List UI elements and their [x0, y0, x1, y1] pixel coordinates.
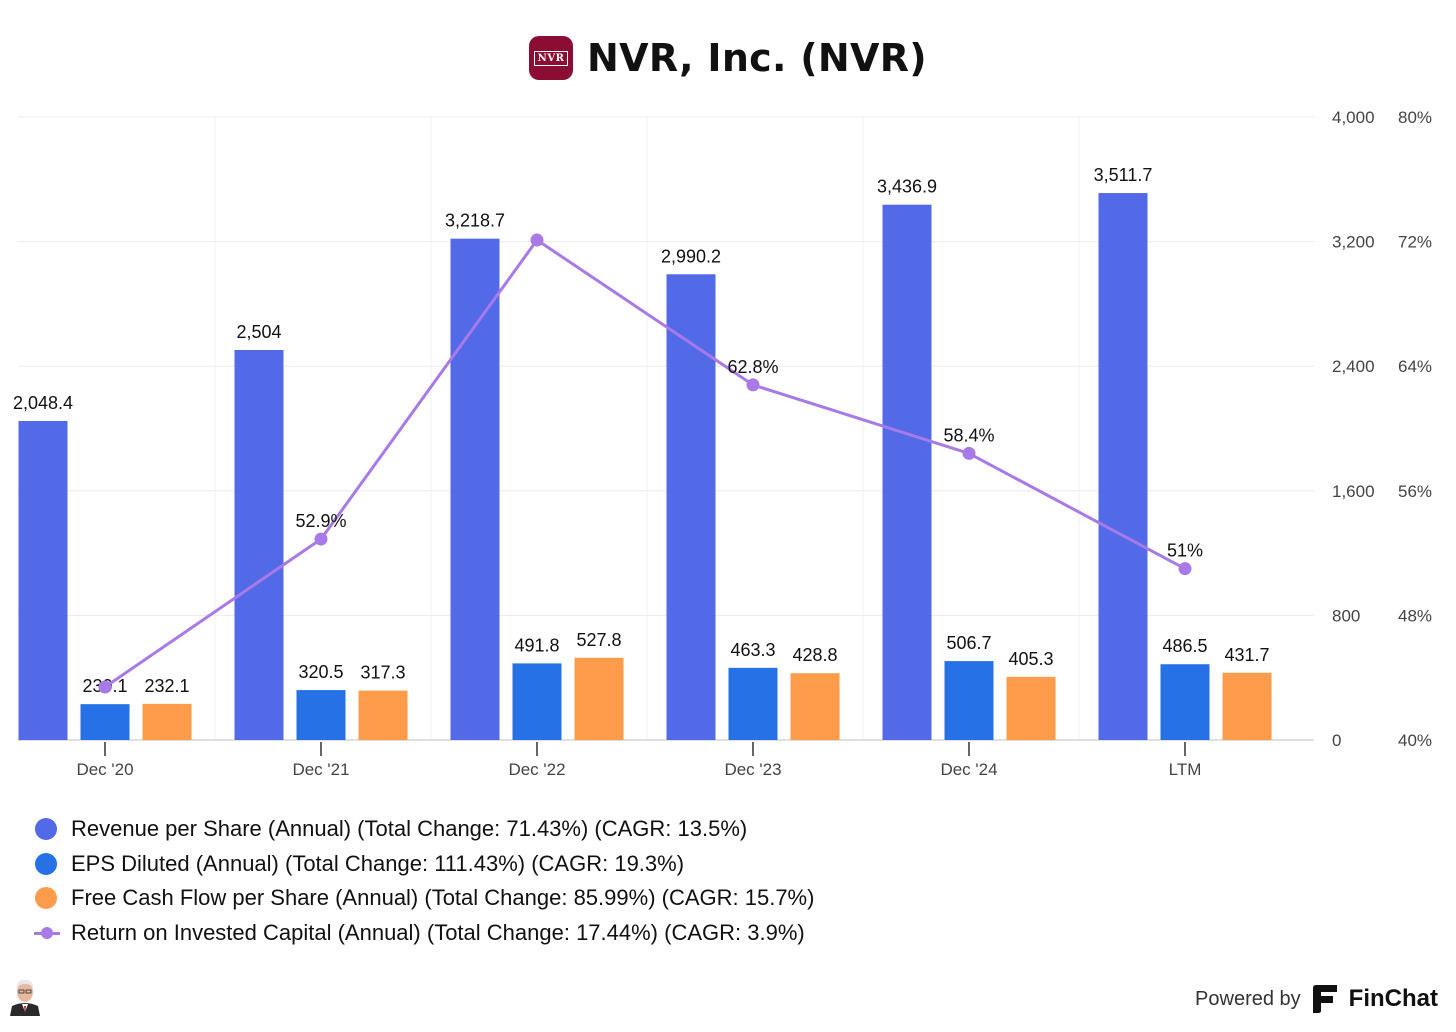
bar-revenue [18, 420, 68, 740]
legend-text-eps: EPS Diluted (Annual) (Total Change: 111.… [71, 850, 685, 876]
bar-value-label: 2,990.2 [661, 246, 721, 266]
x-axis-tick-label: Dec '22 [508, 760, 565, 779]
y-axis-left-tick-label: 3,200 [1332, 233, 1375, 252]
bar-value-label: 506.7 [946, 633, 991, 653]
x-axis-tick-label: LTM [1169, 760, 1202, 779]
y-axis-left-tick-label: 2,400 [1332, 357, 1375, 376]
bar-revenue [234, 350, 284, 740]
bar-eps [944, 661, 994, 740]
bar-value-label: 463.3 [730, 640, 775, 660]
y-axis-right-tick-label: 48% [1398, 606, 1432, 625]
logo-text: NVR [533, 50, 569, 66]
legend-text-roic: Return on Invested Capital (Annual) (Tot… [71, 919, 805, 945]
x-axis-tick-label: Dec '20 [76, 760, 133, 779]
nvr-logo-icon: NVR [529, 36, 574, 80]
bar-fcf [358, 690, 408, 740]
chart-legend: Revenue per Share (Annual) (Total Change… [34, 812, 814, 950]
powered-by-text: Powered by [1195, 987, 1301, 1010]
legend-text-revenue: Revenue per Share (Annual) (Total Change… [71, 816, 748, 842]
roic-point [98, 680, 112, 694]
finchat-logo-icon [1312, 985, 1337, 1013]
bar-value-label: 3,511.7 [1094, 165, 1153, 185]
bar-value-label: 527.8 [576, 630, 621, 650]
bar-value-label: 405.3 [1008, 649, 1053, 669]
bar-value-label: 428.8 [792, 645, 837, 665]
bar-revenue [882, 204, 932, 740]
roic-point [314, 532, 328, 546]
bar-value-label: 2,048.4 [13, 393, 73, 413]
bar-value-label: 232.1 [144, 676, 189, 696]
chart-svg: 0 800 1,600 2,400 3,200 4,000 40% 48% 56% 64% 72% 8… [13, 108, 1432, 779]
bar-eps [1160, 664, 1210, 740]
legend-item-eps[interactable]: EPS Diluted (Annual) (Total Change: 111.… [34, 847, 814, 882]
roic-point [530, 233, 544, 247]
bar-revenue [1098, 193, 1148, 740]
roic-value-label: 58.4% [943, 425, 994, 445]
bar-revenue [450, 238, 500, 740]
bar-eps [512, 663, 562, 740]
finchat-brand[interactable]: FinChat [1348, 985, 1438, 1012]
bar-value-label: 2,504 [236, 322, 281, 342]
x-axis-tick-label: Dec '21 [292, 760, 349, 779]
y-axis-right-tick-label: 56% [1398, 482, 1432, 501]
y-axis-right-tick-label: 40% [1398, 731, 1432, 750]
roic-value-label: 52.9% [295, 511, 346, 531]
x-axis-tick-label: Dec '24 [940, 760, 997, 779]
chart-header: NVR NVR, Inc. (NVR) [0, 28, 1456, 88]
roic-point [1178, 562, 1192, 576]
footer: Powered by FinChat [1195, 984, 1438, 1014]
bar-eps [728, 667, 778, 740]
bar-value-label: 320.5 [298, 662, 343, 682]
bar-fcf [574, 657, 624, 740]
roic-value-label: 62.8% [727, 357, 778, 377]
bar-eps [80, 704, 130, 740]
legend-dot-eps [35, 852, 57, 875]
y-axis-left-tick-label: 1,600 [1332, 482, 1375, 501]
legend-item-fcf[interactable]: Free Cash Flow per Share (Annual) (Total… [34, 881, 814, 916]
y-axis-right-tick-label: 72% [1398, 233, 1432, 252]
legend-text-fcf: Free Cash Flow per Share (Annual) (Total… [71, 885, 815, 911]
legend-dot-fcf [35, 887, 57, 910]
legend-line-roic [34, 922, 60, 944]
bar-fcf [1006, 676, 1056, 740]
y-axis-right-tick-label: 80% [1398, 108, 1432, 127]
bar-value-label: 3,218.7 [445, 211, 505, 231]
avatar-icon [8, 974, 42, 1016]
legend-item-roic[interactable]: Return on Invested Capital (Annual) (Tot… [34, 916, 814, 951]
y-axis-left-tick-label: 0 [1332, 731, 1341, 750]
bar-value-label: 317.3 [360, 663, 405, 683]
bar-revenue [666, 274, 716, 740]
legend-item-revenue[interactable]: Revenue per Share (Annual) (Total Change… [34, 812, 814, 847]
roic-point [746, 378, 760, 392]
bar-fcf [1222, 672, 1272, 740]
bar-fcf [142, 703, 192, 740]
legend-dot-revenue [35, 818, 57, 841]
bar-value-label: 431.7 [1224, 645, 1269, 665]
roic-value-label: 51% [1167, 541, 1203, 561]
x-axis-tick-label: Dec '23 [724, 760, 781, 779]
y-axis-left-tick-label: 800 [1332, 606, 1360, 625]
bar-value-label: 491.8 [514, 635, 559, 655]
bar-value-label: 486.5 [1162, 636, 1207, 656]
bar-value-label: 3,436.9 [877, 177, 937, 197]
y-axis-left-tick-label: 4,000 [1332, 108, 1375, 127]
roic-line [104, 238, 1186, 689]
roic-point [962, 446, 976, 460]
chart-title: NVR, Inc. (NVR) [587, 36, 927, 80]
y-axis-right-tick-label: 64% [1398, 357, 1432, 376]
bar-fcf [790, 673, 840, 740]
bar-eps [296, 690, 346, 740]
